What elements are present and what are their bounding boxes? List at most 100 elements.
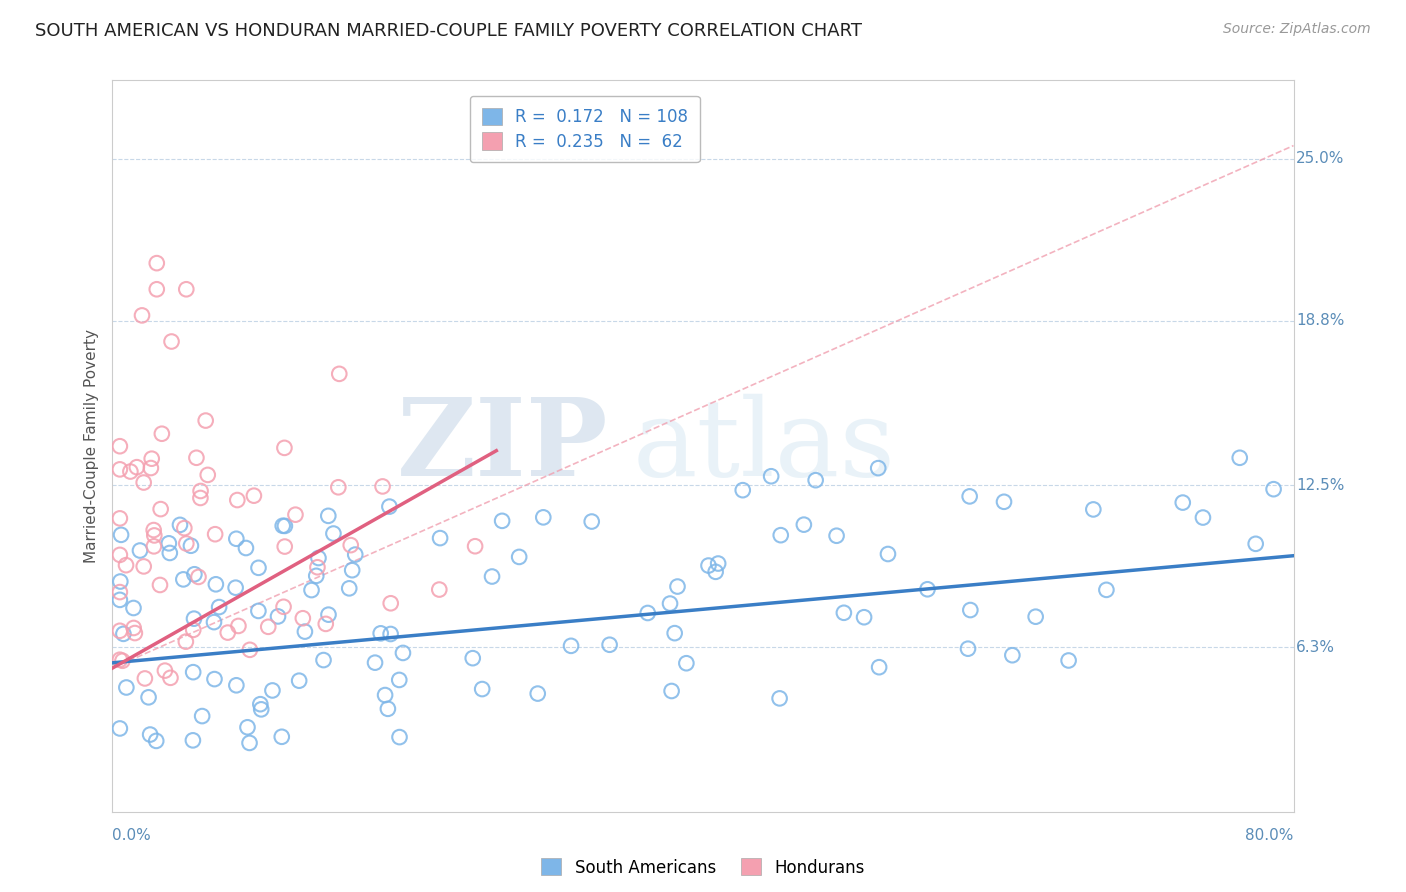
Point (270, 730, 292, 744)
Point (124, 626, 146, 640)
Point (599, 638, 621, 652)
Point (560, 639, 582, 653)
Point (187, 570, 209, 584)
Point (288, 673, 311, 688)
Point (108, 593, 131, 607)
Point (139, 727, 162, 741)
Point (768, 691, 790, 706)
Point (111, 654, 134, 668)
Point (228, 619, 250, 633)
Point (247, 561, 270, 575)
Point (312, 653, 335, 667)
Point (707, 557, 730, 571)
Point (370, 626, 392, 640)
Point (339, 538, 361, 552)
Point (108, 511, 131, 525)
Point (392, 646, 415, 660)
Point (108, 722, 131, 736)
Point (194, 413, 217, 427)
Point (191, 709, 214, 723)
Point (238, 736, 260, 750)
Point (464, 539, 486, 553)
Point (181, 623, 204, 637)
Point (374, 688, 396, 702)
Point (1025, 609, 1047, 624)
Text: SOUTH AMERICAN VS HONDURAN MARRIED-COUPLE FAMILY POVERTY CORRELATION CHART: SOUTH AMERICAN VS HONDURAN MARRIED-COUPL… (35, 22, 862, 40)
Point (731, 483, 754, 498)
Point (388, 730, 411, 744)
Point (112, 627, 135, 641)
Point (364, 656, 387, 670)
Point (294, 624, 316, 639)
Point (125, 460, 148, 475)
Point (284, 508, 307, 522)
Point (305, 569, 328, 583)
Point (115, 681, 138, 695)
Point (956, 641, 979, 656)
Point (197, 467, 219, 482)
Point (217, 625, 239, 640)
Point (142, 539, 165, 553)
Point (110, 528, 132, 542)
Text: ZIP: ZIP (396, 393, 609, 499)
Point (204, 672, 226, 686)
Point (378, 500, 401, 514)
Point (481, 569, 503, 583)
Point (235, 541, 257, 555)
Point (159, 546, 181, 560)
Point (274, 519, 297, 533)
Point (659, 597, 682, 611)
Text: 18.8%: 18.8% (1296, 313, 1344, 328)
Point (225, 532, 247, 546)
Point (115, 558, 138, 573)
Point (190, 491, 212, 505)
Point (145, 734, 167, 748)
Point (146, 256, 169, 270)
Point (959, 603, 981, 617)
Point (174, 282, 197, 296)
Point (291, 611, 314, 625)
Point (183, 567, 205, 582)
Point (150, 426, 173, 441)
Point (273, 441, 295, 455)
Point (301, 583, 323, 598)
Point (1057, 653, 1080, 667)
Point (637, 606, 659, 620)
Point (176, 536, 198, 550)
Point (249, 697, 271, 711)
Point (129, 543, 152, 558)
Point (328, 480, 350, 494)
Point (581, 515, 603, 529)
Point (832, 606, 855, 620)
Text: atlas: atlas (633, 393, 896, 499)
Point (328, 367, 350, 381)
Point (371, 479, 394, 493)
Point (526, 687, 548, 701)
Point (236, 720, 259, 734)
Point (804, 473, 827, 487)
Point (1263, 482, 1285, 496)
Point (250, 702, 273, 716)
Point (322, 526, 344, 541)
Point (205, 577, 228, 591)
Point (139, 461, 162, 475)
Point (1192, 510, 1215, 524)
Point (675, 657, 697, 671)
Point (157, 536, 180, 550)
Point (149, 578, 172, 592)
Point (340, 563, 363, 577)
Point (273, 599, 295, 614)
Point (183, 612, 205, 626)
Point (1083, 502, 1105, 516)
Point (769, 528, 792, 542)
Point (429, 531, 451, 545)
Point (793, 517, 815, 532)
Point (108, 585, 131, 599)
Point (132, 475, 155, 490)
Point (141, 451, 163, 466)
Point (181, 665, 204, 680)
Point (169, 517, 191, 532)
Text: 0.0%: 0.0% (112, 828, 152, 843)
Point (262, 683, 284, 698)
Point (208, 600, 231, 615)
